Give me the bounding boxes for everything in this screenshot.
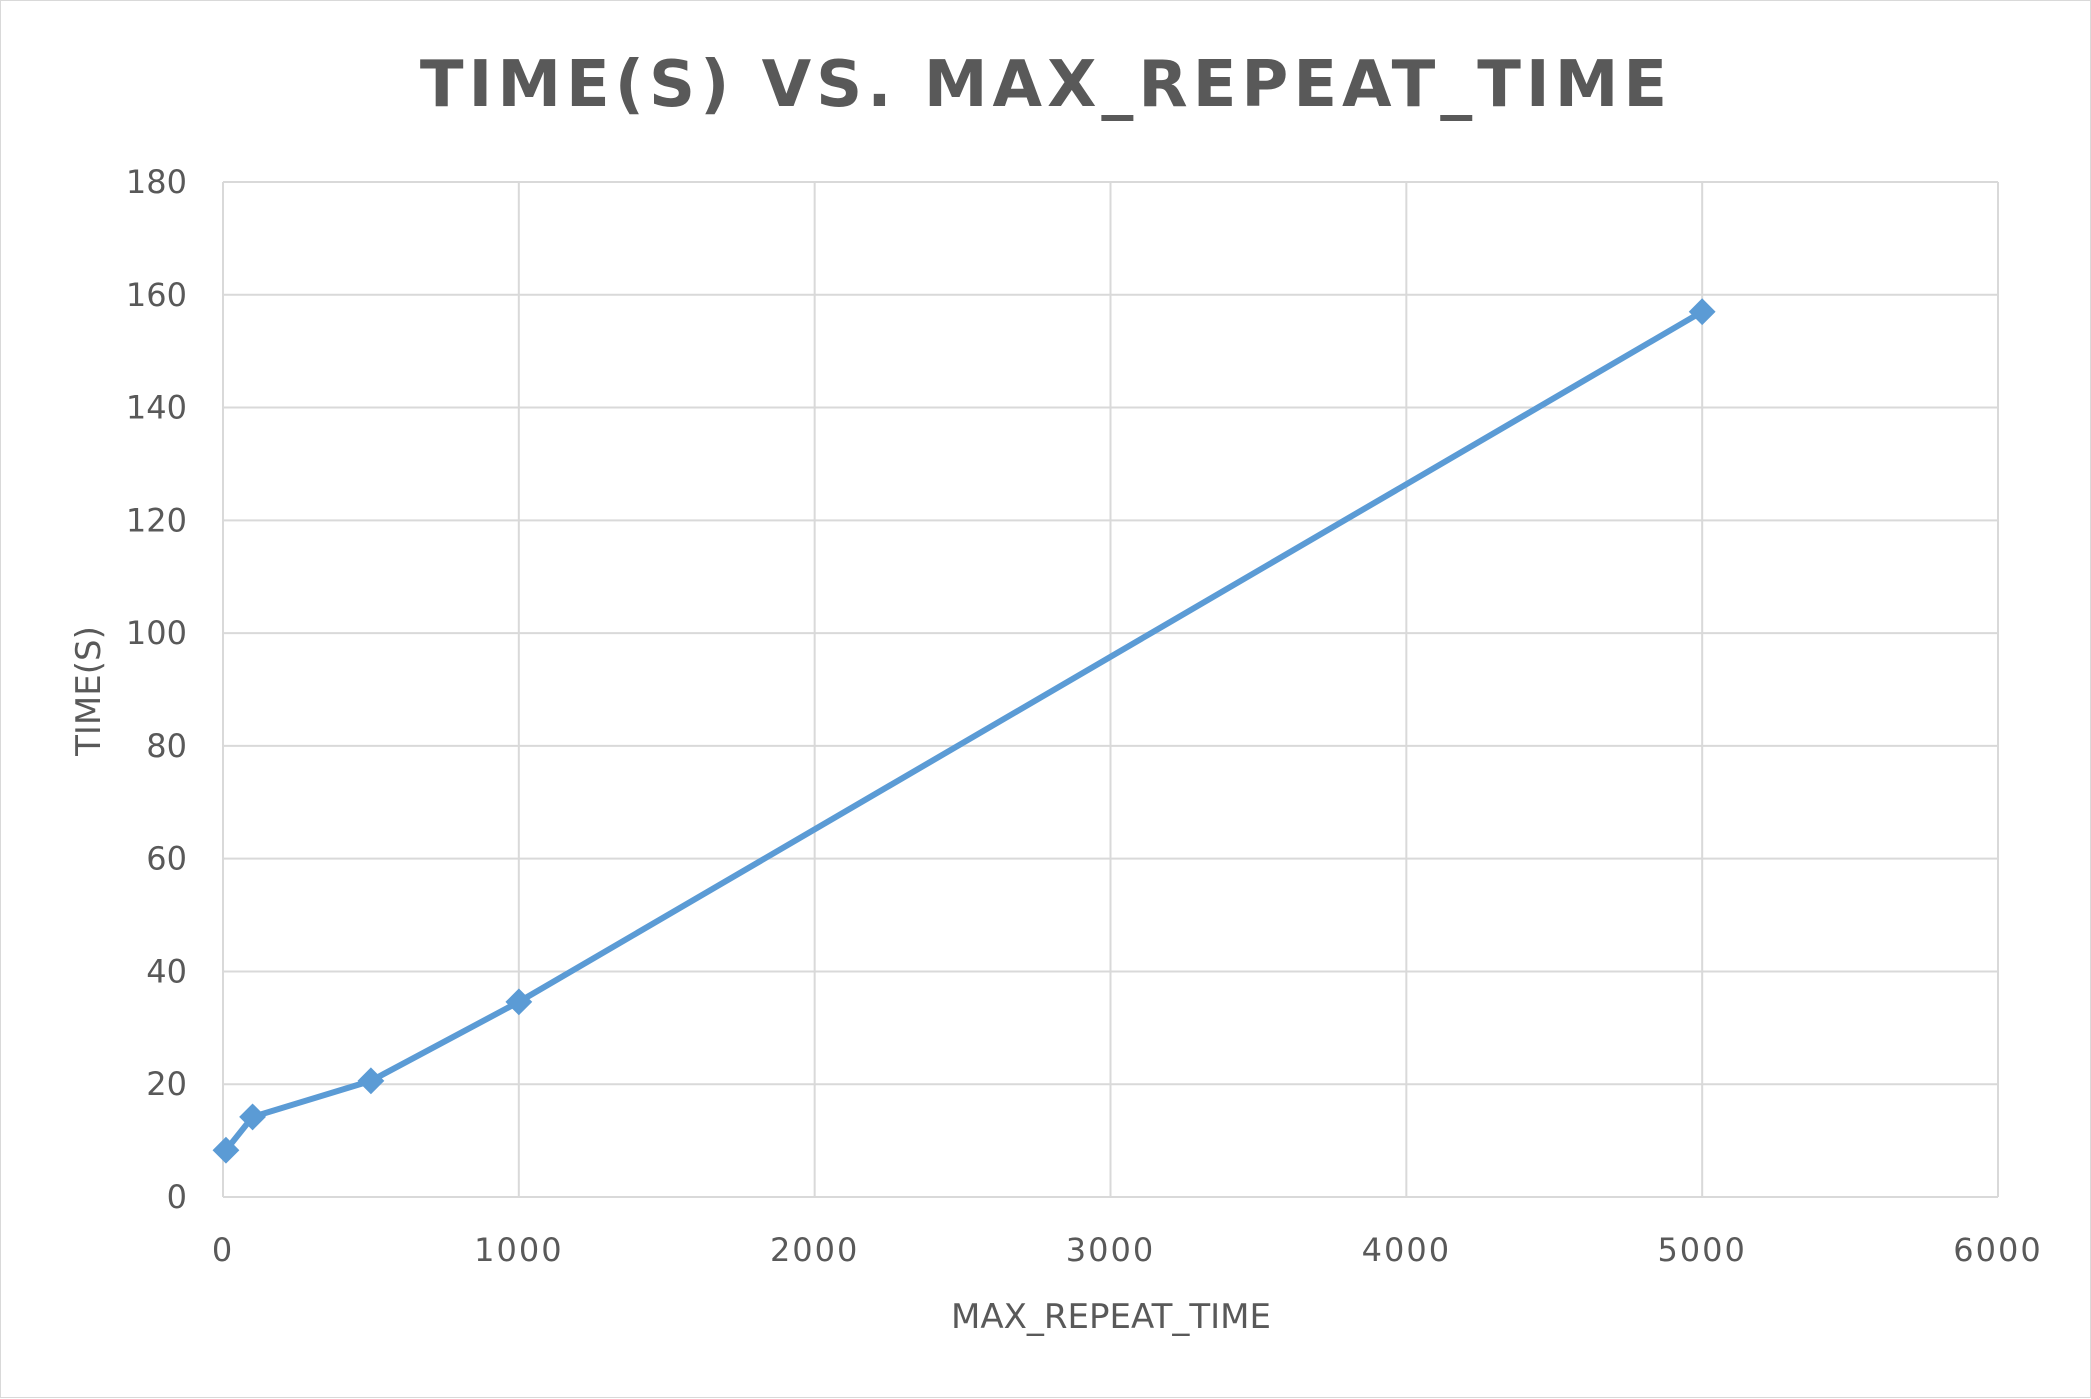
- x-axis-title: MAX_REPEAT_TIME: [951, 1297, 1271, 1337]
- y-axis-title: TIME(S): [69, 626, 109, 757]
- y-tick-label: 80: [146, 727, 187, 765]
- series-line: [222, 308, 1706, 1154]
- y-tick-label: 120: [126, 501, 187, 539]
- y-tick-label: 140: [126, 389, 187, 427]
- y-tick-label: 60: [146, 840, 187, 878]
- tick-labels: 0 20 40 60 80 100 120 140 160 180 0 1000 2000 3000 400…: [126, 163, 2042, 1269]
- x-tick-label: 0: [212, 1231, 234, 1269]
- data-point-marker: [1688, 298, 1716, 326]
- data-point-marker: [505, 988, 533, 1016]
- y-tick-label: 100: [126, 614, 187, 652]
- series-layer: [212, 298, 1716, 1164]
- x-tick-label: 2000: [770, 1231, 859, 1269]
- y-tick-label: 20: [146, 1065, 187, 1103]
- data-point-marker: [239, 1103, 266, 1131]
- x-tick-label: 5000: [1657, 1231, 1746, 1269]
- y-tick-label: 180: [126, 163, 187, 201]
- x-tick-label: 3000: [1066, 1231, 1155, 1269]
- x-tick-label: 6000: [1953, 1231, 2042, 1269]
- y-tick-label: 160: [126, 276, 187, 314]
- y-tick-label: 0: [167, 1178, 187, 1216]
- chart-title: TIME(S) VS. MAX_REPEAT_TIME: [420, 48, 1672, 122]
- x-tick-label: 1000: [474, 1231, 563, 1269]
- data-point-marker: [212, 1136, 240, 1164]
- data-point-marker: [357, 1067, 385, 1095]
- y-tick-label: 40: [146, 952, 187, 990]
- gridlines: [222, 181, 1999, 1198]
- x-tick-label: 4000: [1362, 1231, 1451, 1269]
